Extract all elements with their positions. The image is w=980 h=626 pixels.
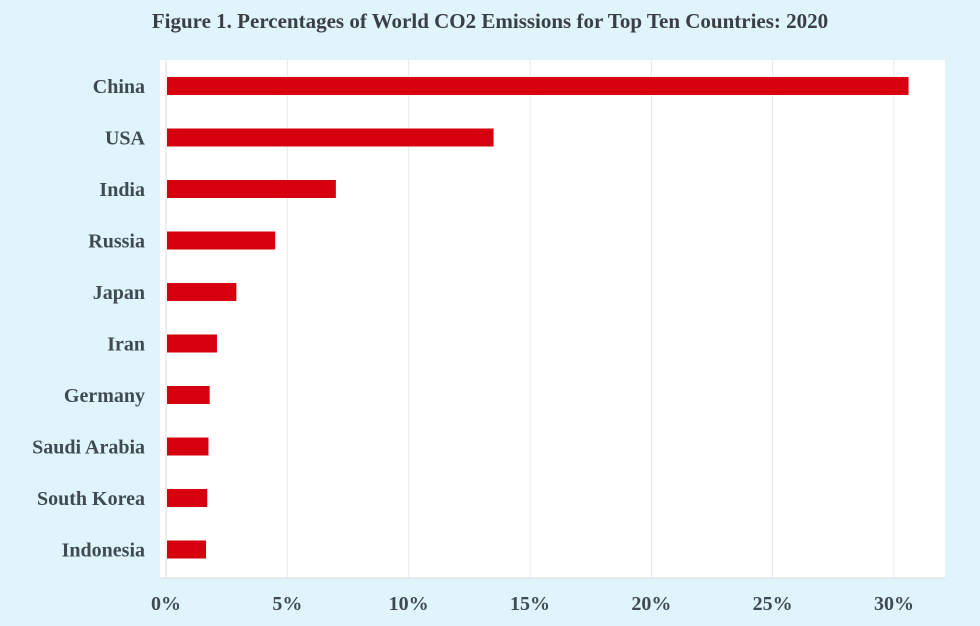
bar-germany bbox=[167, 386, 210, 404]
chart-title: Figure 1. Percentages of World CO2 Emiss… bbox=[151, 9, 829, 33]
bar-saudi-arabia bbox=[167, 437, 209, 456]
bar-south-korea bbox=[167, 489, 208, 507]
category-label-japan: Japan bbox=[93, 282, 145, 304]
tick-label-25: 25% bbox=[753, 593, 793, 615]
bar-china bbox=[167, 77, 909, 95]
tick-label-10: 10% bbox=[389, 593, 429, 615]
bar-russia bbox=[167, 231, 276, 250]
bar-usa bbox=[167, 128, 494, 147]
category-label-iran: Iran bbox=[107, 334, 145, 356]
category-label-india: India bbox=[99, 179, 145, 201]
gridlines bbox=[160, 60, 945, 579]
category-label-russia: Russia bbox=[88, 231, 145, 253]
bar-japan bbox=[167, 283, 237, 301]
bar-india bbox=[167, 180, 336, 198]
category-label-indonesia: Indonesia bbox=[62, 540, 145, 562]
bar-iran bbox=[167, 334, 217, 353]
tick-label-15: 15% bbox=[510, 593, 550, 615]
tick-label-5: 5% bbox=[272, 593, 302, 615]
category-label-china: China bbox=[93, 76, 145, 98]
tick-label-20: 20% bbox=[631, 593, 671, 615]
category-labels: China USA India Russia Japan Iran Germany Saudi… bbox=[32, 76, 145, 562]
bars bbox=[167, 77, 909, 559]
category-label-usa: USA bbox=[105, 128, 146, 150]
x-axis-ticks: 0% 5% 10% 15% 20% 25% 30% bbox=[151, 593, 914, 615]
tick-label-0: 0% bbox=[151, 593, 181, 615]
category-label-south-korea: South Korea bbox=[37, 488, 145, 510]
category-label-saudi-arabia: Saudi Arabia bbox=[32, 437, 145, 459]
category-label-germany: Germany bbox=[64, 385, 145, 407]
bar-indonesia bbox=[167, 540, 207, 559]
tick-label-30: 30% bbox=[874, 593, 914, 615]
